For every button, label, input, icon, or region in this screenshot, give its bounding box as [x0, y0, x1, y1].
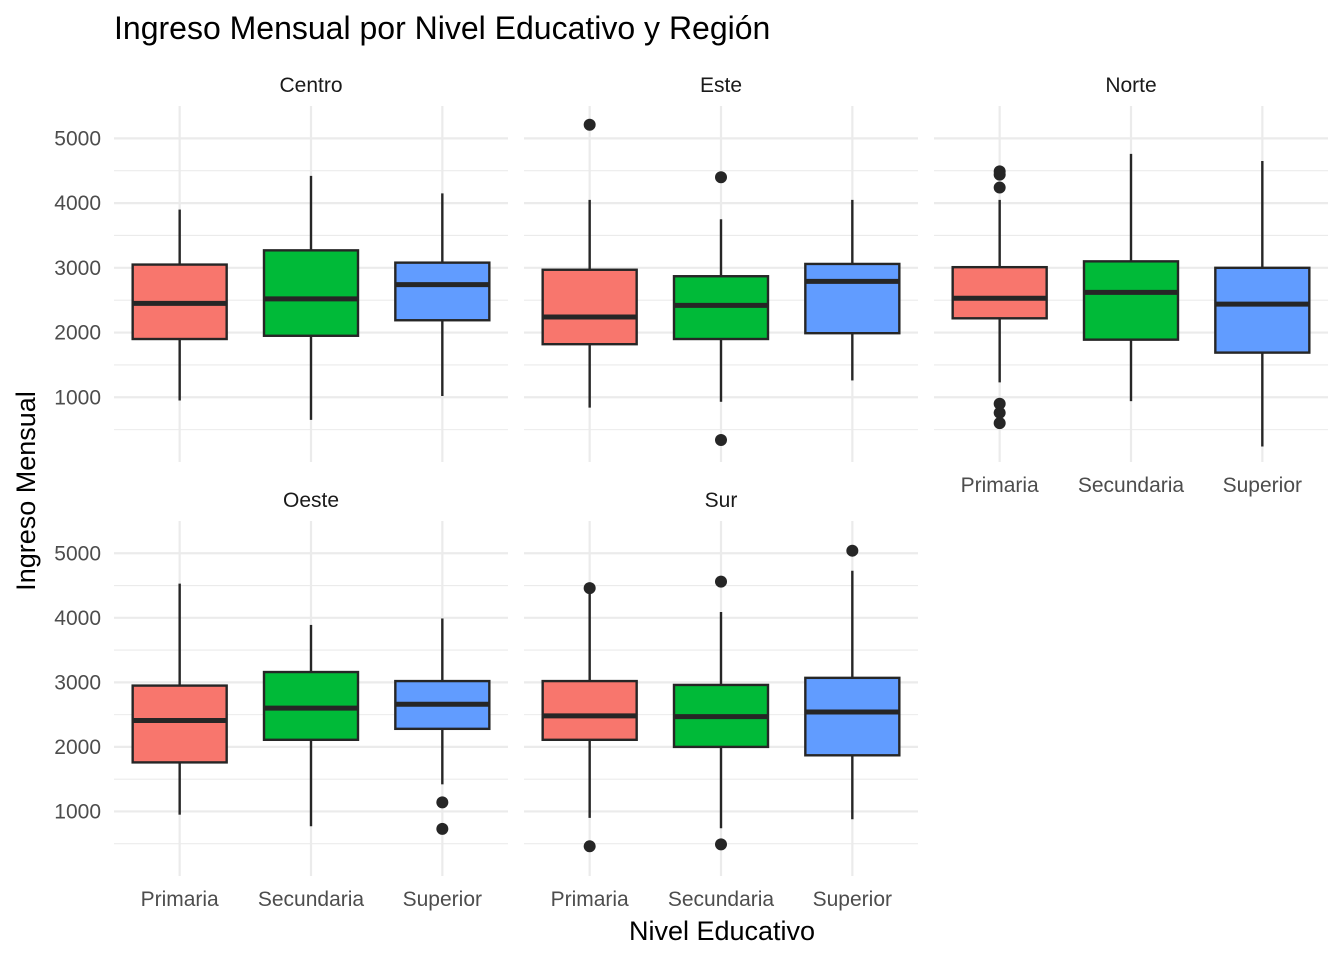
outlier-point	[583, 118, 596, 131]
box-secundaria	[672, 575, 770, 851]
box-primaria	[131, 209, 228, 401]
facet-strip-label: Este	[700, 74, 742, 97]
y-tick-label: 2000	[54, 322, 101, 345]
box-secundaria	[262, 175, 360, 420]
facet-strip-label: Oeste	[283, 489, 339, 512]
outlier-point	[993, 181, 1006, 194]
box-iqr	[804, 676, 901, 757]
facet-panel-sur: Sur Primaria Secundaria Superior	[524, 489, 918, 911]
facet-panel-norte: Norte Primaria Secundaria Superior	[934, 74, 1328, 497]
outlier-point	[993, 397, 1006, 410]
x-tick-label: Superior	[403, 888, 482, 911]
outlier-point	[715, 433, 727, 446]
x-tick-label: Secundaria	[668, 888, 775, 911]
y-axis-title: Ingreso Mensual	[11, 391, 41, 591]
y-tick-label: 2000	[54, 736, 101, 759]
outlier-point	[436, 822, 449, 835]
box-iqr	[804, 262, 901, 335]
y-tick-label: 5000	[54, 127, 101, 150]
box-secundaria	[1082, 153, 1180, 402]
chart-title: Ingreso Mensual por Nivel Educativo y Re…	[114, 10, 770, 46]
facet-panel-este: Este	[524, 74, 918, 462]
box-iqr	[1214, 266, 1311, 354]
box-primaria	[131, 583, 228, 815]
box-primaria	[541, 582, 638, 853]
outlier-point	[436, 796, 449, 809]
x-tick-label: Superior	[1223, 474, 1302, 497]
x-tick-label: Superior	[813, 888, 892, 911]
box-secundaria	[262, 624, 360, 827]
outlier-point	[993, 168, 1006, 181]
x-tick-label: Secundaria	[1078, 474, 1185, 497]
y-tick-label: 1000	[54, 800, 101, 823]
box-iqr	[951, 265, 1048, 320]
box-iqr	[541, 679, 638, 742]
y-tick-label: 4000	[54, 192, 101, 215]
box-iqr	[394, 261, 491, 322]
facet-strip-label: Sur	[705, 489, 738, 512]
outlier-point	[846, 544, 859, 557]
outlier-point	[583, 840, 596, 853]
outlier-point	[583, 582, 596, 595]
box-primaria	[541, 118, 638, 408]
facet-panel-oeste: Oeste 1000 2000 3000 4000 5000 Primaria Secunda…	[54, 489, 508, 911]
outlier-point	[993, 406, 1006, 419]
y-tick-label: 5000	[54, 542, 101, 565]
box-iqr	[262, 249, 360, 337]
x-axis-title: Nivel Educativo	[629, 916, 815, 946]
box-superior	[804, 544, 901, 820]
box-superior	[394, 618, 491, 835]
box-iqr	[1082, 260, 1180, 341]
box-superior	[1214, 161, 1311, 447]
box-iqr	[131, 684, 228, 764]
x-tick-label: Primaria	[141, 888, 219, 911]
box-superior	[394, 193, 491, 396]
y-tick-label: 1000	[54, 386, 101, 409]
box-secundaria	[672, 171, 770, 446]
box-iqr	[541, 268, 638, 346]
x-tick-label: Primaria	[961, 474, 1039, 497]
outlier-point	[715, 171, 727, 184]
box-primaria	[951, 165, 1048, 430]
outlier-point	[715, 838, 727, 851]
outlier-point	[993, 417, 1006, 430]
y-tick-label: 4000	[54, 607, 101, 630]
x-tick-label: Primaria	[551, 888, 629, 911]
facet-panel-centro: Centro 1000 2000 3000 4000 5000	[54, 74, 508, 462]
box-superior	[804, 199, 901, 381]
x-tick-label: Secundaria	[258, 888, 365, 911]
y-tick-label: 3000	[54, 257, 101, 280]
outlier-point	[715, 575, 727, 588]
facet-strip-label: Norte	[1105, 74, 1156, 97]
facet-strip-label: Centro	[279, 74, 342, 97]
y-tick-label: 3000	[54, 671, 101, 694]
